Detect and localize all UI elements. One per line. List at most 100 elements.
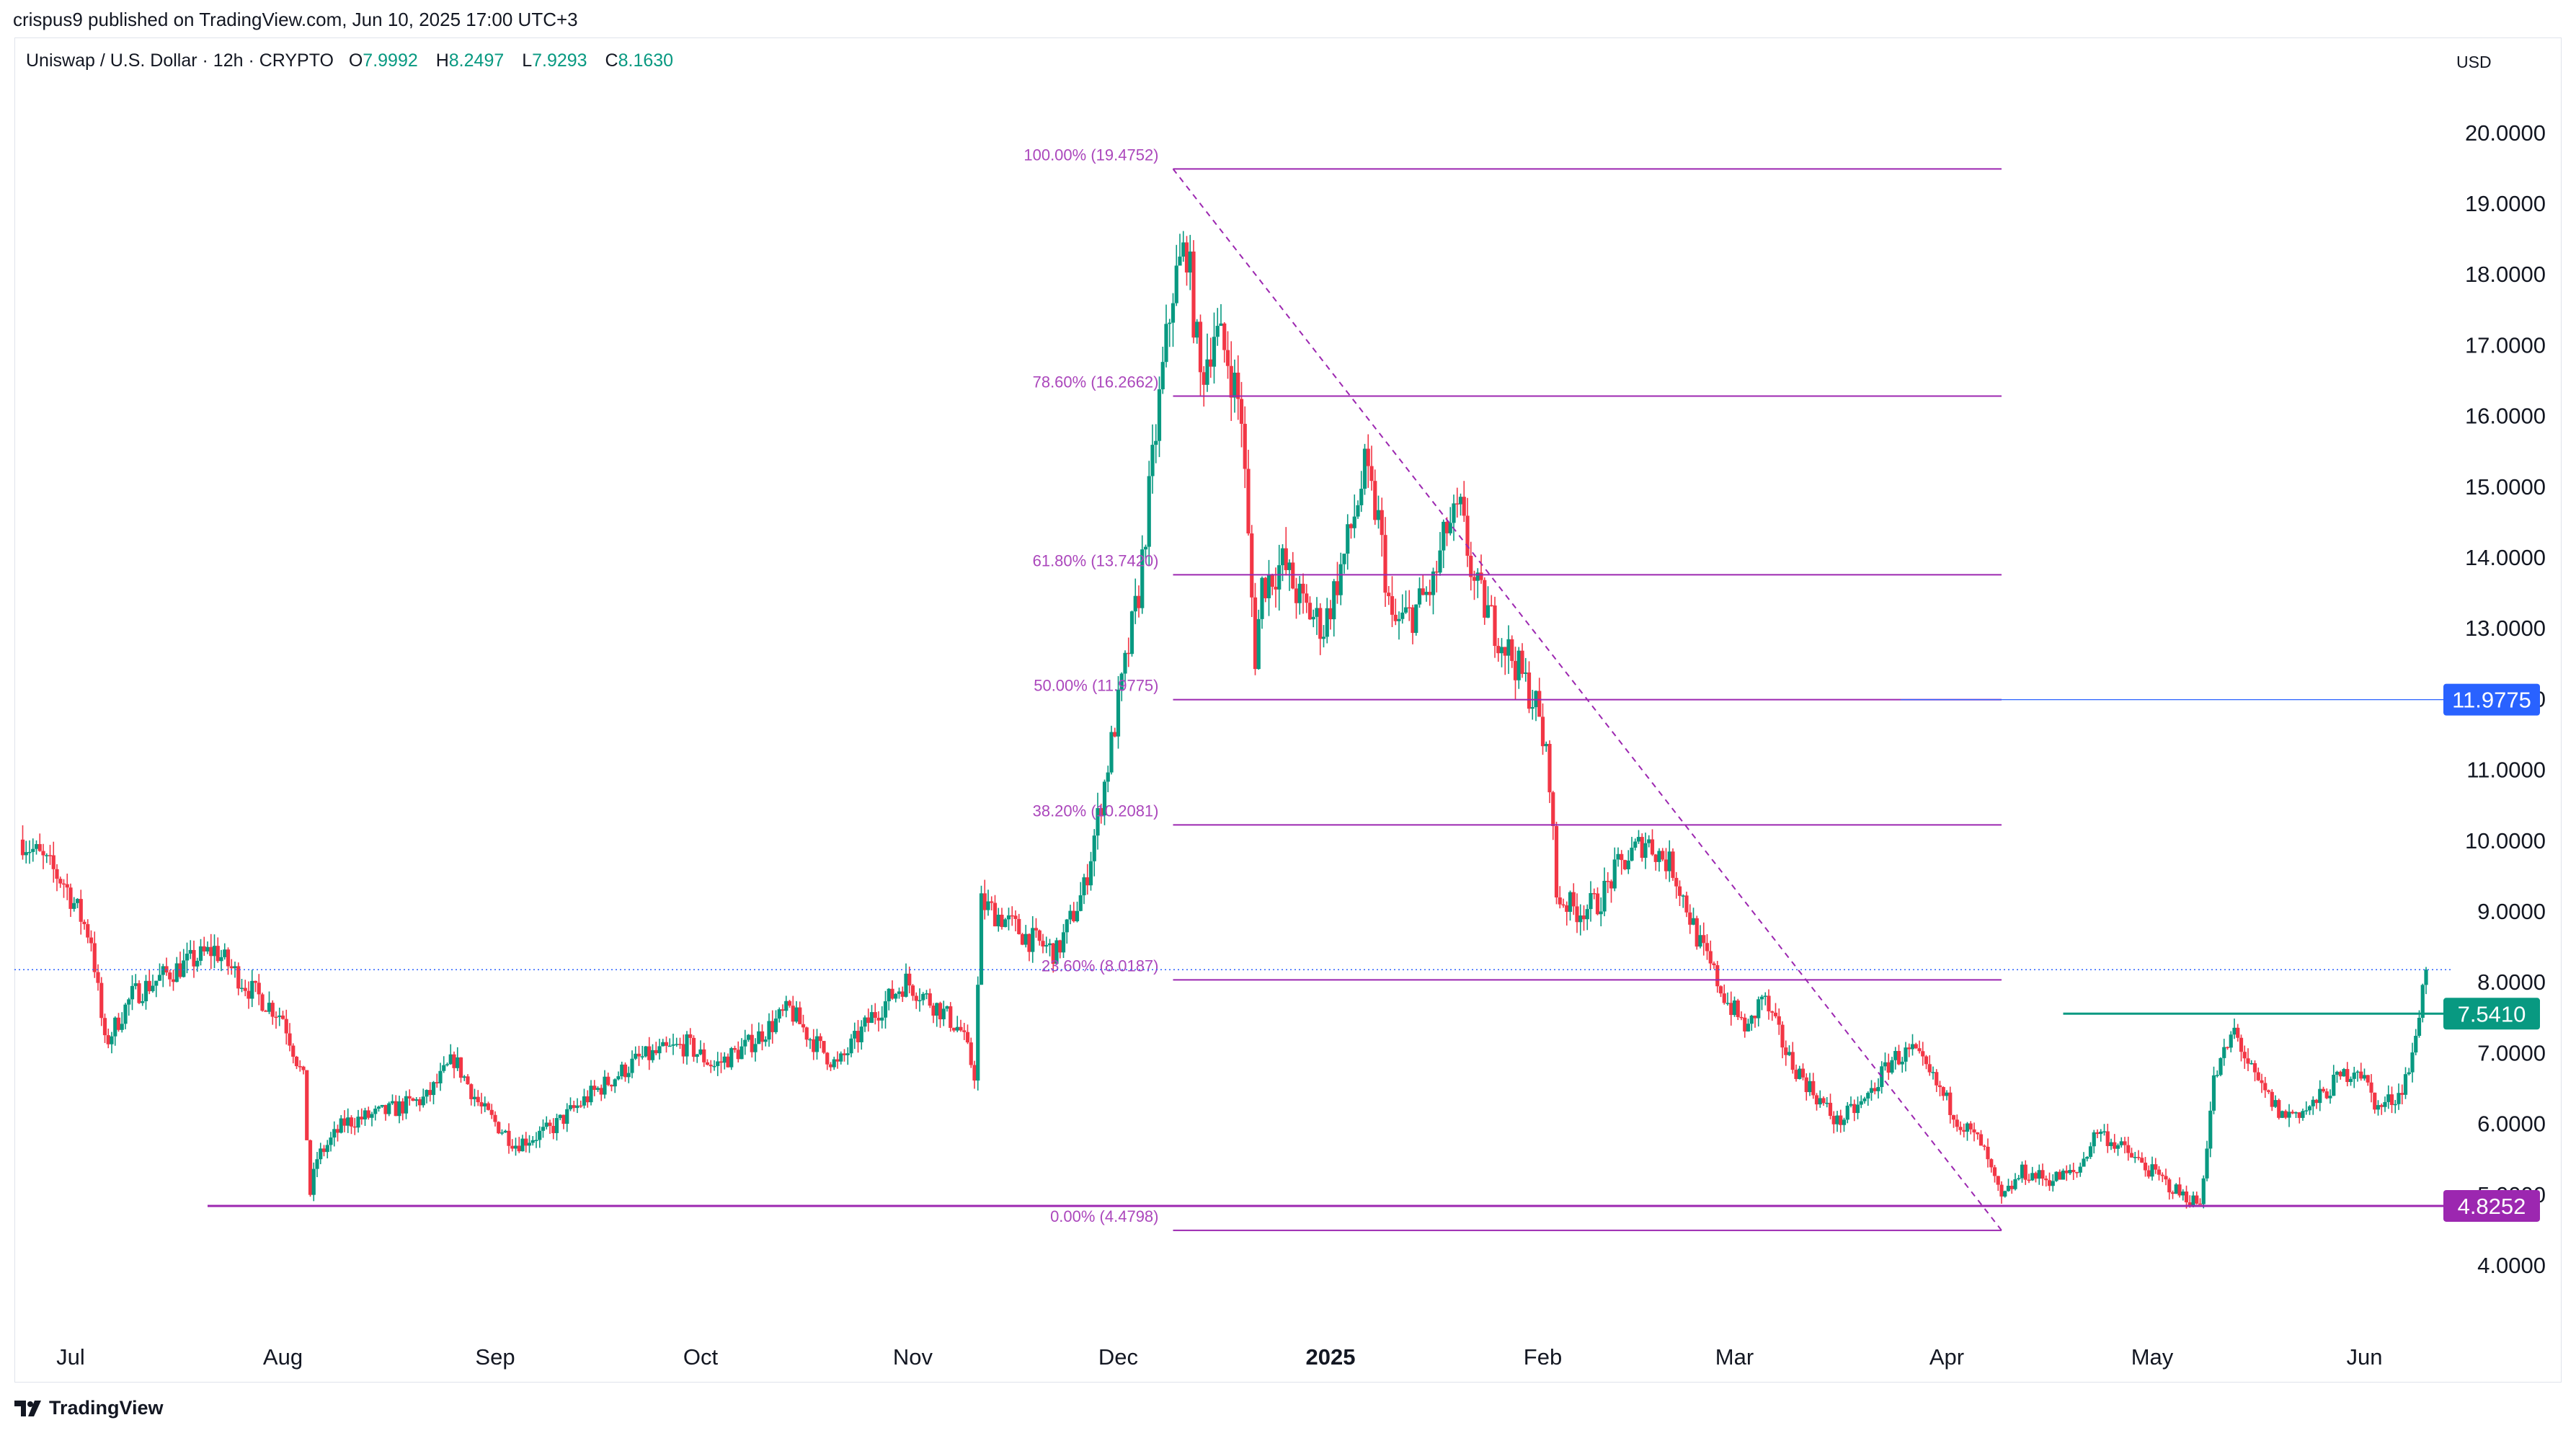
candle-body bbox=[914, 995, 918, 1001]
candle-body bbox=[698, 1049, 703, 1055]
candle-body bbox=[1000, 914, 1004, 928]
candle-body bbox=[510, 1145, 515, 1149]
candle-body bbox=[2044, 1179, 2048, 1181]
candle-body bbox=[2047, 1180, 2052, 1186]
candle-body bbox=[280, 1015, 285, 1019]
candle-body bbox=[1284, 548, 1288, 570]
candle-body bbox=[784, 1001, 789, 1011]
candle-body bbox=[1294, 588, 1299, 603]
candle-body bbox=[890, 988, 894, 999]
candle-body bbox=[1154, 440, 1158, 445]
y-axis-tick-label: 14.0000 bbox=[2465, 545, 2546, 570]
currency-selector[interactable]: USD bbox=[2445, 48, 2546, 76]
candle-body bbox=[1855, 1104, 1860, 1114]
candle-body bbox=[1506, 639, 1511, 656]
candle-body bbox=[431, 1082, 436, 1096]
tradingview-logo[interactable]: TradingView bbox=[13, 1397, 164, 1419]
candle-body bbox=[753, 1044, 758, 1052]
candle-body bbox=[2105, 1131, 2110, 1146]
candle-body bbox=[825, 1052, 830, 1065]
candle-body bbox=[2318, 1088, 2322, 1104]
candle-body bbox=[1910, 1044, 1915, 1050]
candle-body bbox=[24, 852, 28, 856]
candle-body bbox=[452, 1054, 456, 1068]
candle-body bbox=[1876, 1087, 1880, 1091]
candle-body bbox=[1109, 732, 1114, 773]
candle-body bbox=[1770, 1011, 1775, 1013]
candle-body bbox=[456, 1057, 460, 1068]
candle-body bbox=[1794, 1070, 1798, 1079]
candle-body bbox=[678, 1044, 683, 1045]
candle-body bbox=[414, 1099, 419, 1101]
candle-body bbox=[157, 975, 162, 981]
candle-body bbox=[1017, 918, 1021, 934]
candle-body bbox=[68, 887, 73, 909]
candle-body bbox=[551, 1126, 556, 1133]
candle-body bbox=[1215, 326, 1220, 337]
candle-body bbox=[61, 883, 66, 885]
candle-body bbox=[787, 1001, 792, 1006]
tradingview-logo-icon bbox=[14, 1400, 41, 1416]
candle-body bbox=[2154, 1164, 2158, 1170]
candle-body bbox=[767, 1021, 771, 1040]
candle-body bbox=[1181, 242, 1186, 257]
fibonacci-retracement: 100.00% (19.4752) 78.60% (16.2662) 61.80% … bbox=[1023, 146, 2002, 1231]
candle-body bbox=[2362, 1075, 2367, 1079]
candle-body bbox=[640, 1056, 644, 1057]
candle-body bbox=[1657, 851, 1661, 862]
candle-body bbox=[1489, 605, 1493, 607]
candle-body bbox=[2167, 1179, 2172, 1193]
candle-body bbox=[1178, 256, 1182, 266]
candle-body bbox=[1332, 581, 1336, 620]
candle-body bbox=[1393, 614, 1398, 621]
candle-body bbox=[2287, 1112, 2291, 1118]
symbol-legend[interactable]: Uniswap / U.S. Dollar · 12h · CRYPTO O7.… bbox=[26, 50, 686, 71]
candle-body bbox=[866, 1017, 871, 1024]
axes-layer: 20.0000 19.0000 18.0000 17.0000 16.0000 15.00… bbox=[56, 120, 2546, 1370]
candle-body bbox=[319, 1148, 323, 1160]
candle-body bbox=[360, 1117, 364, 1119]
candle-body bbox=[226, 949, 231, 967]
candle-body bbox=[116, 1017, 121, 1030]
price-badge bbox=[2443, 1189, 2540, 1222]
candle-body bbox=[247, 990, 251, 999]
y-axis-tick-label: 19.0000 bbox=[2465, 191, 2546, 216]
candle-body bbox=[558, 1114, 562, 1119]
candle-body bbox=[982, 893, 987, 910]
candle-body bbox=[1671, 851, 1675, 878]
candle-body bbox=[1989, 1159, 1994, 1168]
candle-body bbox=[1684, 895, 1689, 913]
candle-body bbox=[1020, 933, 1025, 945]
candle-body bbox=[2054, 1171, 2058, 1181]
candle-body bbox=[962, 1030, 967, 1032]
candle-body bbox=[589, 1086, 593, 1103]
candle-body bbox=[530, 1140, 535, 1143]
candle-body bbox=[445, 1064, 450, 1065]
candle-body bbox=[489, 1109, 494, 1115]
candle-body bbox=[2040, 1170, 2045, 1179]
candle-body bbox=[1407, 607, 1411, 609]
candle-body bbox=[965, 1032, 970, 1043]
candle-body bbox=[2277, 1100, 2281, 1118]
candle-body bbox=[1096, 808, 1100, 836]
candle-body bbox=[1123, 652, 1127, 674]
candle-body bbox=[2188, 1202, 2192, 1207]
candle-body bbox=[438, 1070, 443, 1083]
candle-body bbox=[2006, 1186, 2011, 1192]
candle-body bbox=[1842, 1119, 1847, 1125]
candle-body bbox=[1383, 535, 1387, 593]
candle-body bbox=[1831, 1116, 1836, 1124]
candle-body bbox=[2297, 1112, 2301, 1118]
candle-body bbox=[2256, 1072, 2260, 1081]
candle-body bbox=[883, 1001, 888, 1018]
candle-body bbox=[1246, 469, 1251, 534]
candle-body bbox=[2383, 1101, 2387, 1107]
candle-body bbox=[143, 980, 148, 1001]
candle-body bbox=[308, 1140, 313, 1195]
candle-body bbox=[301, 1066, 306, 1070]
candle-body bbox=[2417, 1018, 2422, 1036]
candle-body bbox=[2174, 1184, 2178, 1194]
candle-body bbox=[702, 1049, 706, 1062]
candle-body bbox=[1530, 707, 1535, 709]
